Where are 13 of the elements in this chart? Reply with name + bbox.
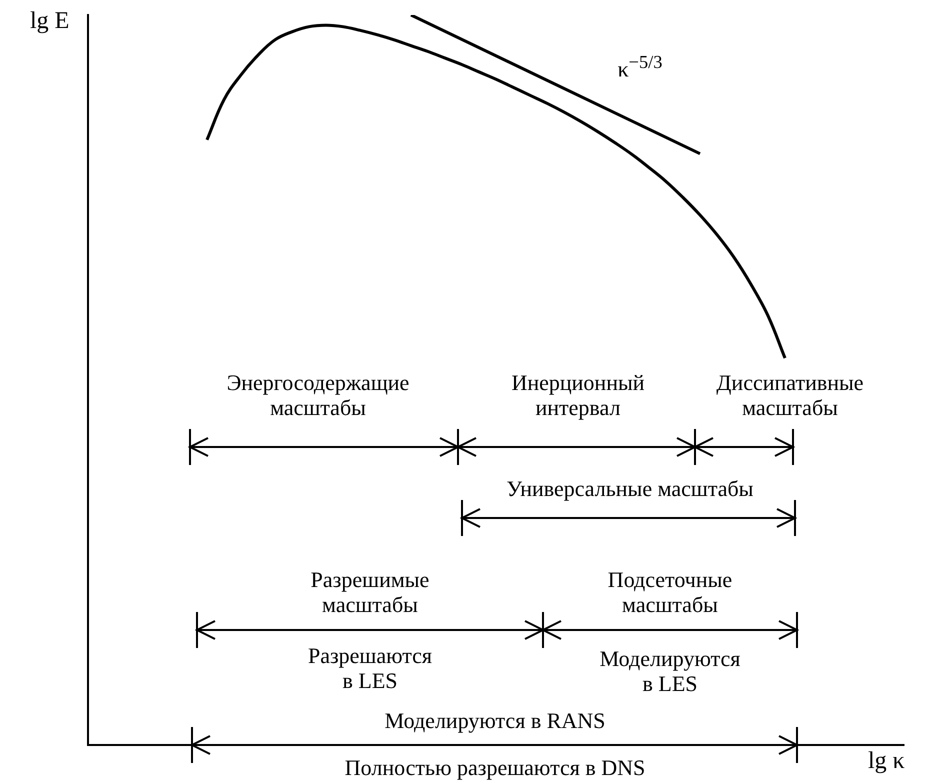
annotation: Разрешимые масштабы	[310, 567, 430, 617]
x-axis-title: lg κ	[868, 748, 905, 775]
series-label: κ$^{−5/3}$	[618, 51, 662, 82]
annotation: Инерционный интервал	[511, 370, 645, 420]
annotation: Подсеточные масштабы	[608, 567, 732, 617]
annotation: Универсальные масштабы	[506, 476, 754, 501]
annotation: Моделируются в LES	[600, 646, 740, 696]
annotation: Разрешаются в LES	[308, 643, 432, 693]
annotation: Диссипативные масштабы	[716, 370, 864, 420]
text: Полностью разрешаются в DNS	[344, 755, 646, 780]
y-axis-title: lg E	[30, 8, 70, 35]
annotation: Моделируются в RANS	[384, 708, 606, 733]
annotation: Энергосодержащие масштабы	[226, 370, 410, 420]
